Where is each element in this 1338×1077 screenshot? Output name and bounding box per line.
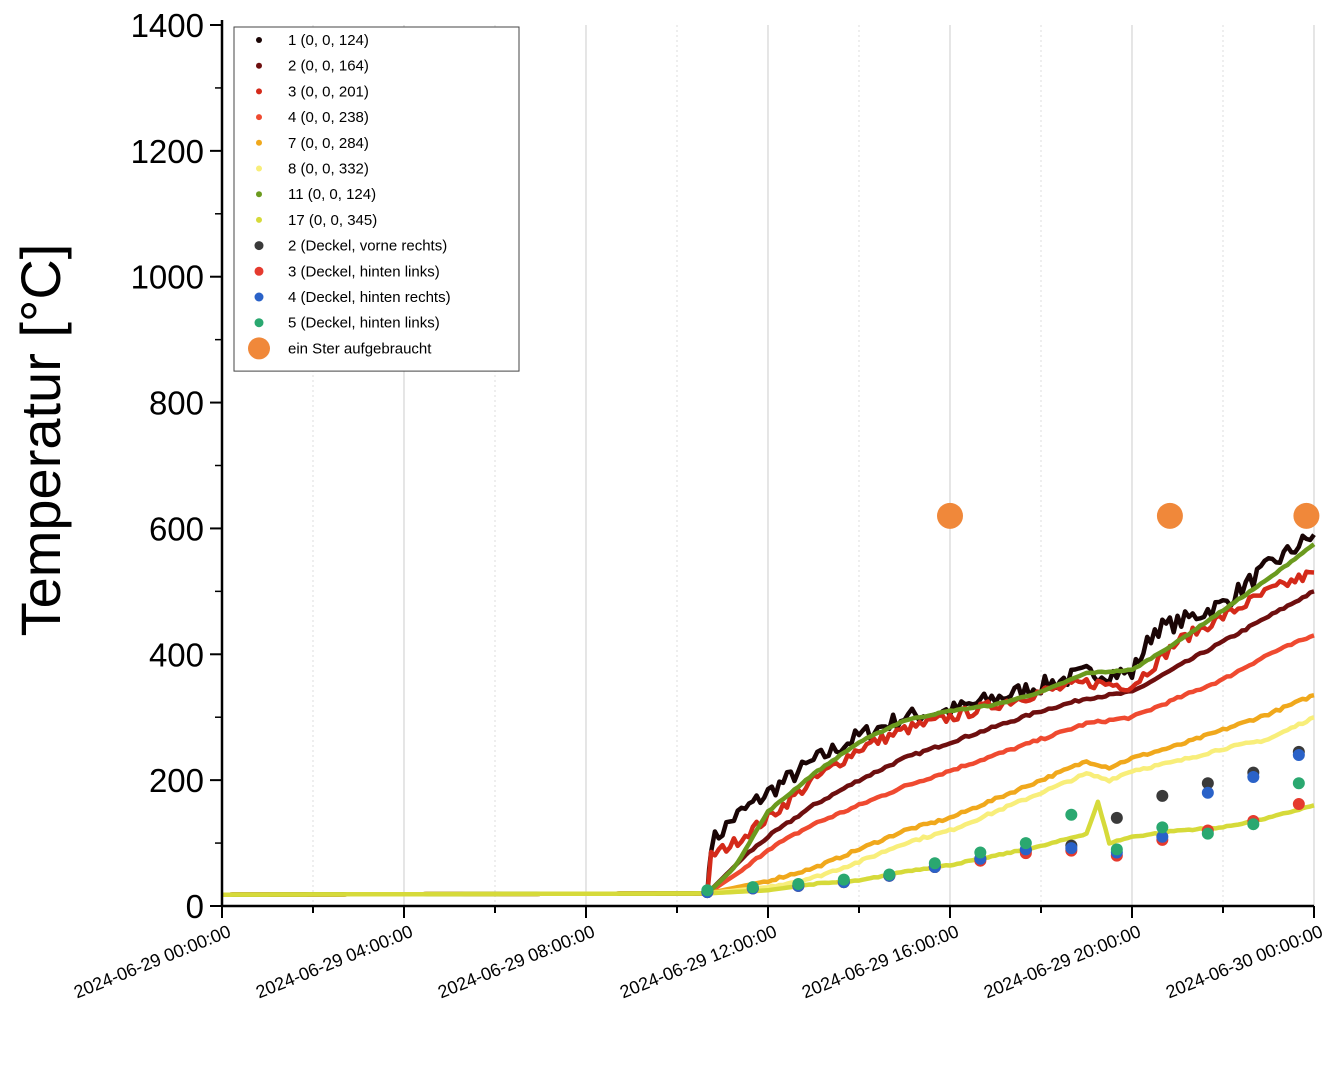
- series-point-12: [883, 868, 896, 881]
- y-tick-label: 1200: [131, 133, 204, 170]
- legend-marker: [256, 216, 262, 223]
- series-point-12: [974, 846, 987, 859]
- legend-label: 2 (Deckel, vorne rechts): [288, 238, 447, 255]
- legend-box: [233, 26, 520, 372]
- legend-marker: [254, 318, 264, 328]
- y-tick-label: 800: [149, 385, 204, 422]
- x-tick-label: 2024-06-29 00:00:00: [71, 921, 233, 1002]
- series-point-12: [1292, 777, 1305, 790]
- legend-marker: [256, 88, 262, 95]
- legend-marker: [254, 241, 264, 251]
- series-point-12: [701, 884, 714, 897]
- legend-marker: [254, 266, 264, 276]
- legend-label: 5 (Deckel, hinten links): [288, 315, 440, 332]
- series-point-12: [1247, 818, 1260, 831]
- series-point-12: [792, 877, 805, 890]
- x-tick-label: 2024-06-29 04:00:00: [253, 921, 415, 1002]
- legend-marker: [256, 37, 262, 43]
- y-tick-label: 600: [149, 510, 204, 547]
- legend-marker: [256, 139, 262, 146]
- series-point-11: [1156, 830, 1169, 843]
- legend-label: 2 (0, 0, 164): [288, 58, 369, 75]
- legend-label: 4 (0, 0, 238): [288, 109, 369, 126]
- legend-label: 3 (0, 0, 201): [288, 83, 369, 100]
- legend-marker: [254, 292, 264, 302]
- series-point-12: [1201, 827, 1214, 840]
- legend-label: 1 (0, 0, 124): [288, 32, 369, 49]
- y-tick-label: 0: [186, 888, 204, 925]
- legend-label: 7 (0, 0, 284): [288, 135, 369, 152]
- series-point-11: [1247, 770, 1260, 783]
- x-tick-label: 2024-06-30 00:00:00: [1163, 921, 1325, 1002]
- legend-label: 3 (Deckel, hinten links): [288, 263, 440, 280]
- x-tick-label: 2024-06-29 12:00:00: [617, 921, 779, 1002]
- series-point-12: [928, 857, 941, 870]
- series-point-12: [746, 881, 759, 894]
- series-point-9: [1201, 777, 1214, 790]
- y-tick-label: 1400: [131, 7, 204, 44]
- legend-label: ein Ster aufgebraucht: [288, 340, 432, 357]
- legend-label: 11 (0, 0, 124): [288, 186, 376, 203]
- series-point-9: [1110, 811, 1123, 824]
- series-point-10: [1292, 798, 1305, 811]
- series-point-9: [1156, 789, 1169, 802]
- y-tick-label: 200: [149, 762, 204, 799]
- legend-label: 4 (Deckel, hinten rechts): [288, 289, 451, 306]
- y-axis-label: Temperatur [°C]: [9, 244, 72, 637]
- legend: 1 (0, 0, 124) 2 (0, 0, 164) 3 (0, 0, 201) 4…: [233, 26, 520, 372]
- series-point-12: [1019, 837, 1032, 850]
- series-point-13: [1293, 502, 1320, 529]
- legend-marker: [256, 62, 262, 69]
- y-tick-label: 1000: [131, 259, 204, 296]
- legend-marker: [256, 165, 262, 172]
- legend-marker: [248, 337, 270, 360]
- legend-marker: [256, 191, 262, 198]
- y-tick-label: 400: [149, 636, 204, 673]
- series-point-12: [1156, 821, 1169, 834]
- legend-marker: [256, 114, 262, 121]
- x-tick-label: 2024-06-29 16:00:00: [799, 921, 961, 1002]
- series-point-12: [837, 873, 850, 886]
- series-point-13: [937, 502, 963, 529]
- series-point-12: [1065, 808, 1078, 821]
- legend-label: 8 (0, 0, 332): [288, 161, 369, 178]
- series-layer: [222, 502, 1320, 899]
- x-tick-label: 2024-06-29 20:00:00: [981, 921, 1143, 1002]
- series-line-8: [222, 799, 1315, 897]
- series-point-11: [1292, 748, 1305, 761]
- series-point-11: [1065, 842, 1078, 855]
- legend-label: 17 (0, 0, 345): [288, 212, 377, 229]
- series-point-12: [1110, 843, 1123, 856]
- series-point-11: [1201, 786, 1214, 799]
- x-tick-label: 2024-06-29 08:00:00: [435, 921, 597, 1002]
- series-point-13: [1156, 502, 1183, 529]
